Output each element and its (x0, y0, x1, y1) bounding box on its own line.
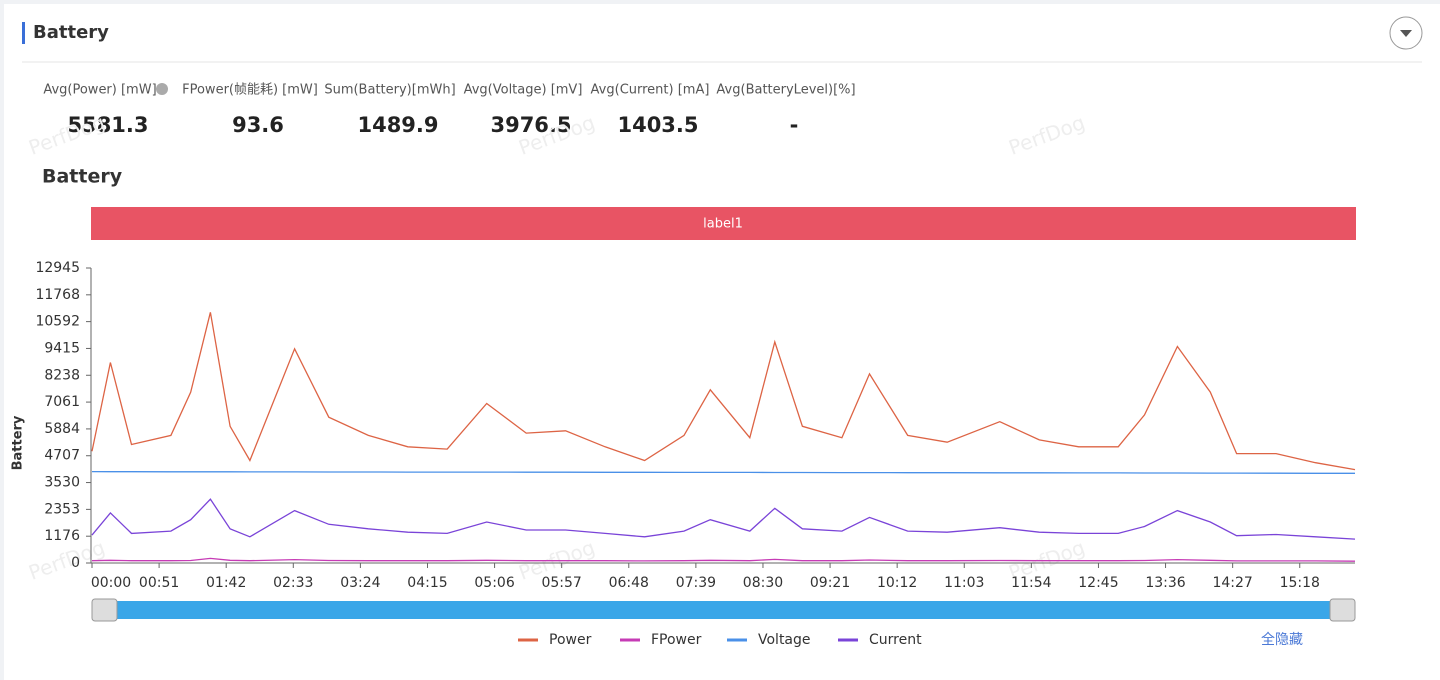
x-tick-label: 07:39 (676, 575, 716, 591)
slider-handle[interactable] (1329, 598, 1356, 622)
series-line (91, 312, 1356, 471)
chart: 0 1176 2353 3530 4707 5884 7061 8238 9415 10592 11… (35, 260, 1356, 648)
stat-label: FPower(帧能耗) [mW] (182, 83, 318, 98)
y-tick-label: 11768 (35, 287, 80, 303)
stat-label: Avg(Power) [mW] (43, 83, 156, 98)
stat-label: Avg(BatteryLevel)[%] (716, 83, 855, 98)
legend-label[interactable]: Voltage (758, 632, 811, 648)
collapse-button[interactable] (1389, 16, 1423, 50)
x-tick-label: 11:54 (1011, 575, 1051, 591)
card (4, 4, 1440, 680)
series-line (91, 470, 1355, 474)
band-label: label1 (703, 217, 743, 232)
legend-label[interactable]: Current (869, 632, 922, 648)
x-tick-label: 00:51 (139, 575, 179, 591)
x-tick-label: 04:15 (407, 575, 447, 591)
stat-value: 93.6 (232, 113, 284, 137)
x-tick-label: 00:00 (91, 575, 131, 591)
x-tick-label: 11:03 (944, 575, 984, 591)
zoom-slider[interactable] (91, 598, 1356, 622)
stat-label: Sum(Battery)[mWh] (324, 83, 455, 98)
series-line (91, 498, 1356, 540)
x-tick-label: 08:30 (743, 575, 783, 591)
x-tick-label: 10:12 (877, 575, 917, 591)
slider-track[interactable] (92, 601, 1355, 619)
x-tick-label: 13:36 (1145, 575, 1185, 591)
y-tick-label: 1176 (44, 528, 80, 544)
x-tick-label: 05:06 (474, 575, 514, 591)
slider-handle[interactable] (91, 598, 118, 622)
x-tick-label: 14:27 (1212, 575, 1252, 591)
x-tick-label: 06:48 (609, 575, 649, 591)
stats: Avg(Power) [mW] 5581.3 FPower(帧能耗) [mW] 93.… (43, 83, 855, 138)
y-tick-label: 8238 (44, 367, 80, 383)
y-tick-label: 5884 (44, 421, 80, 437)
x-tick-label: 12:45 (1078, 575, 1118, 591)
x-tick-label: 03:24 (340, 575, 380, 591)
stat-label: Avg(Current) [mA] (591, 83, 710, 98)
series-line (91, 557, 1356, 562)
y-tick-label: 10592 (35, 314, 80, 330)
y-tick-label: 9415 (44, 340, 80, 356)
x-tick-label: 02:33 (273, 575, 313, 591)
x-tick-label: 05:57 (541, 575, 581, 591)
y-tick-label: 2353 (44, 501, 80, 517)
stat-label: Avg(Voltage) [mV] (464, 83, 583, 98)
title-accent (22, 22, 25, 44)
y-tick-label: 3530 (44, 475, 80, 491)
card-title: Battery (33, 22, 109, 43)
hide-all-button[interactable]: 全隐藏 (1261, 631, 1303, 648)
help-icon[interactable] (156, 83, 168, 95)
chart-title: Battery (42, 166, 123, 188)
y-tick-label: 7061 (44, 394, 80, 410)
y-axis-label: Battery (11, 415, 26, 470)
stat-value: 1403.5 (617, 113, 698, 137)
x-tick-label: 01:42 (206, 575, 246, 591)
y-tick-label: 4707 (44, 448, 80, 464)
x-tick-label: 15:18 (1280, 575, 1320, 591)
stat-value: 3976.5 (490, 113, 571, 137)
x-tick-label: 09:21 (810, 575, 850, 591)
stat-value: 5581.3 (67, 113, 148, 137)
label-band (91, 207, 1356, 240)
legend-label[interactable]: Power (549, 632, 592, 648)
y-tick-label: 12945 (35, 260, 80, 276)
legend-label[interactable]: FPower (651, 632, 702, 648)
stat-value: - (790, 113, 799, 137)
collapse-arrow[interactable] (1400, 30, 1412, 37)
stat-value: 1489.9 (357, 113, 438, 137)
y-tick-label: 0 (71, 555, 80, 571)
